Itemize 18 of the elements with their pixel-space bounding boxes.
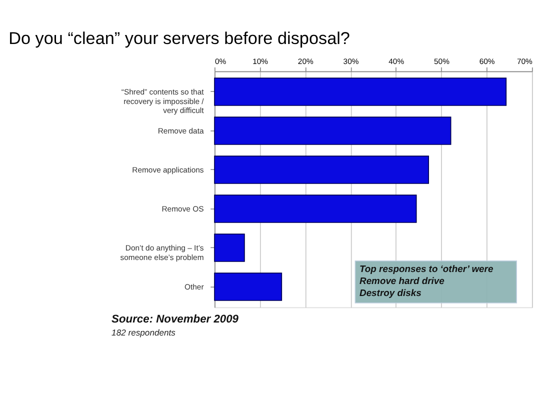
x-tick-label: 10% [252,57,268,66]
y-tick-label: Don’t do anything – It’s someone else’s problem [120,243,204,262]
x-tick-label: 60% [479,57,495,66]
source-note: Source: November 2009 [112,314,240,326]
text: 182 respondents [112,328,176,338]
x-tick-label: 70% [516,57,533,66]
y-tick-label: Other [184,282,204,292]
y-tick-label: Remove data [158,126,204,136]
annotation: Top responses to ‘other’ were Remove hard drive Destroy disks [360,263,494,298]
y-tick-label: Remove OS [162,204,204,214]
chart-title: Do you “clean” your servers before disposal? [8,28,350,48]
x-tick-label: 50% [434,57,450,66]
y-tick-label: “Shred” contents so that recovery is impossible / very difficult [121,87,205,116]
x-tick-label: 0% [214,57,226,66]
x-tick-label: 40% [388,57,404,66]
x-tick-label: 20% [298,57,314,66]
y-tick-label: Remove applications [132,165,204,174]
x-tick-label: 30% [343,57,359,66]
